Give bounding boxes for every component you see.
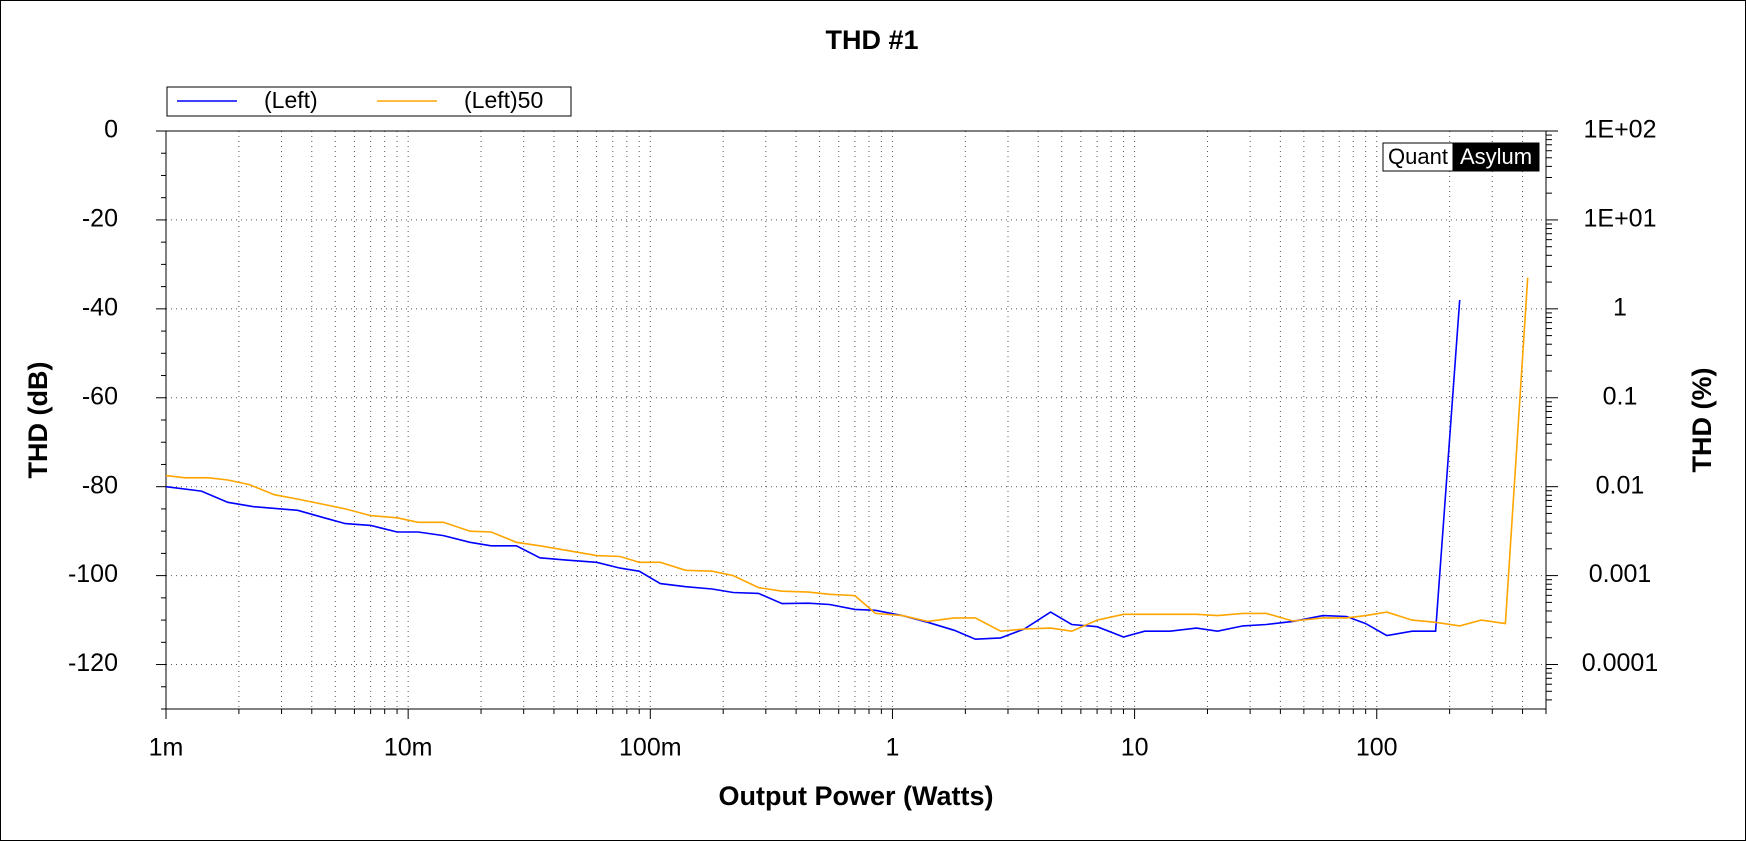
- y-tick-label: -80: [82, 471, 118, 499]
- x-tick-label: 1: [885, 734, 899, 762]
- y-tick-label: -20: [82, 205, 118, 233]
- y2-tick-label: 0.01: [1596, 471, 1645, 499]
- y2-tick-label: 1E+01: [1584, 205, 1657, 233]
- y-tick-label: -120: [68, 649, 118, 677]
- y-axis-title: THD (dB): [23, 362, 53, 479]
- y-tick-label: -60: [82, 382, 118, 410]
- y2-tick-label: 0.001: [1589, 560, 1652, 588]
- x-tick-label: 10m: [384, 734, 433, 762]
- y2-tick-label: 1: [1613, 293, 1627, 321]
- y2-tick-label: 0.0001: [1582, 649, 1658, 677]
- logo-right: [1452, 142, 1540, 172]
- logo: Quant Asylum: [1382, 142, 1540, 172]
- y-tick-label: -100: [68, 560, 118, 588]
- x-tick-label: 100: [1356, 734, 1398, 762]
- plot-area: [165, 130, 1547, 710]
- logo-text: Asylum: [1460, 144, 1532, 169]
- y-tick-label: 0: [104, 116, 118, 144]
- x-tick-label: 1m: [149, 734, 184, 762]
- logo-text: Quant: [1388, 144, 1448, 169]
- series-line: [165, 277, 1529, 633]
- chart-title: THD #1: [825, 25, 918, 55]
- y2-tick-label: 1E+02: [1584, 116, 1657, 144]
- y2-axis-title: THD (%): [1687, 368, 1717, 473]
- x-axis-title: Output Power (Watts): [719, 781, 994, 811]
- series-line: [165, 299, 1461, 641]
- x-tick-label: 100m: [619, 734, 682, 762]
- legend-label: (Left)50: [464, 87, 543, 113]
- y-tick-label: -40: [82, 293, 118, 321]
- x-tick-label: 10: [1121, 734, 1149, 762]
- y2-tick-label: 0.1: [1603, 382, 1638, 410]
- legend-label: (Left): [264, 87, 318, 113]
